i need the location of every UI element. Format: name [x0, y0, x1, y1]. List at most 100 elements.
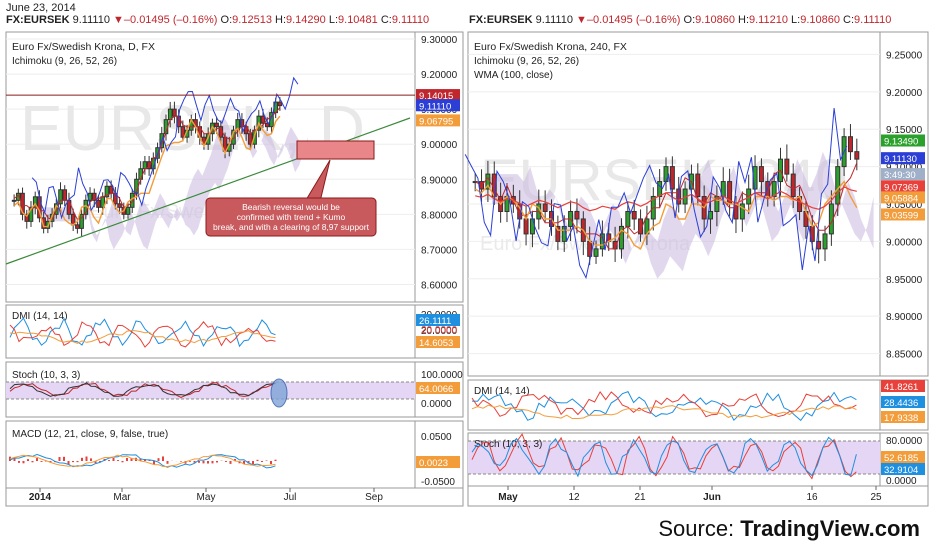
- source-credit: Source: TradingView.com: [658, 516, 920, 541]
- left-candle: [260, 115, 266, 124]
- right-symbol-header: FX:EURSEK 9.11110 ▼–0.01495 (–0.16%) O:9…: [469, 14, 892, 26]
- left-macd-hist: [157, 458, 160, 461]
- left-macd-hist: [67, 461, 70, 465]
- chart-date: June 23, 2014: [6, 2, 76, 14]
- right-candle: [822, 233, 828, 250]
- right-panel-frame-1: [467, 379, 929, 431]
- left-time-axis: [5, 487, 464, 507]
- left-macd-hist: [229, 461, 232, 464]
- right-price-tag-bg: [881, 180, 925, 193]
- left-candle: [172, 108, 177, 117]
- right-candle: [669, 166, 675, 190]
- left-macd-hist: [72, 461, 74, 463]
- right-dmi-tag-bg: [881, 380, 925, 392]
- left-macd-hist: [153, 461, 155, 465]
- right-adx: [471, 404, 857, 419]
- left-price-tag-bg: [416, 99, 460, 112]
- left-chart-title: Euro Fx/Swedish Krona, D, FX: [12, 41, 155, 53]
- left-y-tick: 8.60000: [421, 280, 458, 291]
- left-symbol-header: FX:EURSEK 9.11110 ▼–0.01495 (–0.16%) O:9…: [6, 14, 430, 26]
- left-callout-text: Bearish reversal would be: [242, 202, 340, 212]
- left-dmi-tag: 20.0000: [421, 325, 458, 336]
- right-x-tick: Jun: [703, 492, 721, 503]
- right-candle: [574, 210, 580, 220]
- right-candle: [529, 218, 535, 235]
- left-macd-hist: [139, 458, 142, 461]
- left-candle: [248, 133, 253, 145]
- left-candle: [75, 224, 80, 229]
- right-dmi-tag: 41.8261: [884, 382, 918, 393]
- left-macd-tick: 0.0500: [421, 432, 452, 443]
- left-macd-hist: [216, 461, 218, 463]
- left-macd-hist: [270, 461, 272, 465]
- left-panel-frame-0: [5, 31, 464, 303]
- left-candle: [180, 126, 186, 138]
- right-last-price: 9.11110: [535, 14, 573, 26]
- left-y-tick: 9.20000: [421, 70, 458, 81]
- right-dmi-tag: 28.4436: [884, 398, 918, 409]
- right-price-tag: 9.11130: [884, 154, 917, 165]
- left-callout-text: confirmed with trend + Kumo: [237, 212, 346, 222]
- left-macd-hist: [198, 461, 200, 463]
- left-price-tag-bg: [416, 114, 460, 127]
- right-candle: [542, 203, 548, 212]
- right-high: 9.11210: [749, 14, 788, 26]
- left-candle: [214, 122, 219, 128]
- left-callout-box: [205, 197, 377, 237]
- right-price-tag-bg: [881, 191, 925, 204]
- left-macd-hist: [265, 460, 268, 461]
- right-indicator2-label: WMA (100, close): [474, 70, 553, 81]
- left-x-tick: Mar: [113, 492, 131, 503]
- left-macd-tag: 0.0023: [419, 458, 448, 469]
- left-macd-tag-bg: [416, 456, 460, 468]
- left-macd-hist: [207, 461, 209, 464]
- right-y-tick: 9.20000: [886, 88, 923, 99]
- left-macd-hist: [126, 457, 128, 461]
- right-price-tag: 3:49:30: [884, 170, 916, 181]
- left-macd-hist: [90, 458, 92, 461]
- right-x-tick: 21: [634, 492, 646, 503]
- left-y-tick: 9.30000: [421, 35, 458, 46]
- left-macd-line: [9, 453, 276, 469]
- right-change: ▼–0.01495 (–0.16%): [576, 14, 681, 26]
- right-price-tag-bg: [881, 208, 925, 221]
- right-y-tick: 9.25000: [886, 50, 923, 61]
- right-candle: [695, 173, 701, 198]
- left-symbol: FX:EURSEK: [6, 14, 70, 26]
- right-wma-line: [475, 186, 857, 212]
- left-macd-signal: [9, 454, 276, 468]
- left-macd-hist: [27, 459, 29, 461]
- left-macd-hist: [202, 461, 205, 464]
- right-candle: [790, 173, 796, 198]
- left-macd-hist: [274, 459, 277, 461]
- right-dmi-tag: 17.9338: [884, 413, 918, 424]
- left-stoch-k: [9, 382, 276, 399]
- right-stoch-tag: 32.9104: [884, 465, 918, 476]
- right-candle: [771, 181, 777, 198]
- right-y-tick: 9.00000: [886, 237, 923, 248]
- left-x-tick: Sep: [365, 492, 383, 503]
- left-candle: [125, 206, 131, 215]
- left-candle: [146, 161, 152, 170]
- right-price-tag-bg: [881, 134, 925, 147]
- left-macd-hist: [166, 461, 169, 464]
- left-x-tick: Jul: [284, 492, 297, 503]
- left-price-tag-bg: [416, 89, 460, 102]
- right-candle: [625, 210, 631, 227]
- left-macd-hist: [238, 461, 241, 464]
- left-macd-hist: [36, 458, 38, 461]
- left-stoch-highlight: [270, 378, 288, 408]
- left-last-price: 9.11110: [72, 14, 110, 26]
- right-x-tick: 16: [806, 492, 818, 503]
- left-candle: [96, 199, 101, 208]
- left-x-tick: 2014: [29, 492, 52, 503]
- left-y-tick: 8.70000: [421, 245, 458, 256]
- left-candle: [79, 213, 84, 229]
- left-candle: [138, 168, 143, 180]
- left-macd-hist: [76, 461, 79, 463]
- left-macd-hist: [193, 461, 196, 463]
- left-y-tick: 8.90000: [421, 175, 458, 186]
- left-macd-hist: [162, 456, 164, 461]
- left-macd-hist: [256, 459, 259, 461]
- right-dmi-title: DMI (14, 14): [474, 386, 530, 397]
